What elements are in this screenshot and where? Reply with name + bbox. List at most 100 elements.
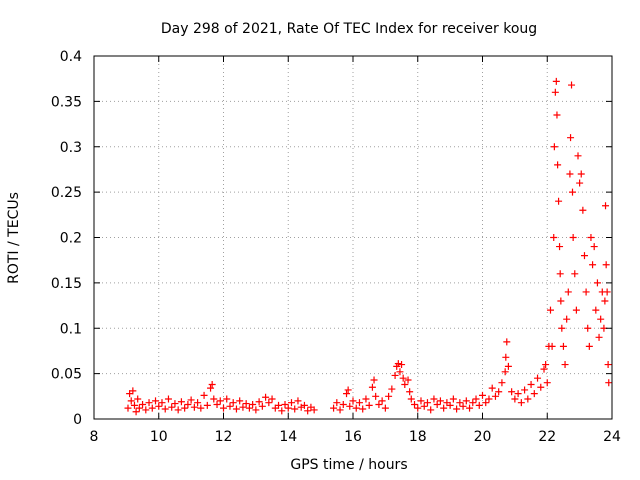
data-point (127, 397, 135, 405)
data-point (546, 306, 554, 314)
data-point (551, 88, 559, 96)
data-point (592, 306, 600, 314)
data-point (287, 399, 295, 407)
data-point (177, 398, 185, 406)
x-tick-label: 10 (150, 429, 168, 445)
data-point (550, 234, 558, 241)
data-point (587, 234, 595, 241)
y-tick-label: 0.2 (60, 231, 82, 247)
data-point (585, 342, 593, 350)
data-point (485, 395, 493, 403)
data-point (469, 399, 477, 407)
data-point (440, 404, 448, 412)
data-point (430, 395, 438, 403)
data-point (184, 400, 192, 408)
data-point (401, 381, 409, 389)
data-point (343, 390, 351, 398)
data-point (542, 361, 550, 369)
data-point (181, 404, 189, 412)
data-point (355, 399, 363, 407)
x-tick-label: 18 (409, 429, 427, 445)
data-point (420, 402, 428, 410)
data-point (602, 202, 610, 210)
data-point (427, 406, 435, 414)
data-point (142, 406, 150, 414)
data-point (388, 385, 396, 393)
data-point (161, 405, 169, 413)
data-point (223, 395, 231, 403)
y-tick-label: 0.3 (60, 140, 82, 156)
data-point (495, 388, 503, 396)
data-point (336, 406, 344, 414)
data-point (602, 261, 610, 269)
data-point (255, 398, 263, 406)
data-point (564, 288, 572, 296)
data-point (459, 402, 467, 410)
data-point (580, 252, 588, 260)
data-point (245, 404, 253, 412)
data-point (203, 401, 211, 409)
grid-lines (94, 56, 612, 419)
y-tick-labels: 0 0.05 0.1 0.15 0.2 0.25 0.3 0.35 0.4 (51, 49, 82, 428)
data-point (190, 403, 198, 411)
data-point (200, 391, 208, 399)
data-point (372, 392, 380, 400)
data-point (194, 399, 202, 407)
data-point (344, 386, 352, 394)
data-point (262, 393, 270, 401)
data-point (524, 395, 532, 403)
data-point (291, 405, 299, 413)
data-point (368, 383, 376, 391)
x-tick-label: 12 (215, 429, 233, 445)
data-point (498, 379, 506, 387)
data-point (482, 399, 490, 407)
data-point (398, 361, 406, 369)
data-point (152, 397, 160, 405)
data-point (171, 400, 179, 408)
data-point (385, 392, 393, 400)
data-point (508, 388, 516, 396)
y-tick-label: 0.05 (51, 367, 82, 383)
data-point (543, 379, 551, 387)
data-point (603, 288, 611, 296)
y-tick-label: 0.25 (51, 185, 82, 201)
y-tick-label: 0.4 (60, 49, 82, 65)
data-point (582, 288, 590, 296)
x-tick-label: 8 (90, 429, 99, 445)
data-point (590, 243, 598, 251)
data-point (537, 383, 545, 391)
data-point (462, 397, 470, 405)
data-point (148, 404, 156, 412)
data-point (174, 406, 182, 414)
data-point (407, 395, 415, 403)
data-point (207, 384, 215, 392)
data-point (375, 400, 383, 408)
data-points (124, 77, 613, 416)
data-point (208, 381, 216, 389)
data-point (552, 77, 560, 85)
data-point (278, 407, 286, 415)
data-point (540, 365, 548, 373)
data-point (213, 400, 221, 408)
data-point (129, 387, 137, 395)
x-tick-label: 16 (344, 429, 362, 445)
data-point (365, 401, 373, 409)
data-point (503, 338, 511, 346)
data-point (491, 392, 499, 400)
data-point (268, 395, 276, 403)
data-point (300, 401, 308, 409)
y-tick-label: 0.15 (51, 276, 82, 292)
data-point (284, 404, 292, 412)
data-point (164, 395, 172, 403)
x-tick-label: 22 (538, 429, 556, 445)
data-point (555, 197, 563, 205)
data-point (330, 404, 338, 412)
data-point (556, 270, 564, 278)
axis-ticks (93, 55, 613, 420)
y-tick-label: 0.1 (60, 321, 82, 337)
data-point (249, 400, 257, 408)
x-tick-labels: 8 10 12 14 16 18 20 22 24 (90, 429, 621, 445)
data-point (333, 399, 341, 407)
data-point (414, 404, 422, 412)
data-point (446, 401, 454, 409)
